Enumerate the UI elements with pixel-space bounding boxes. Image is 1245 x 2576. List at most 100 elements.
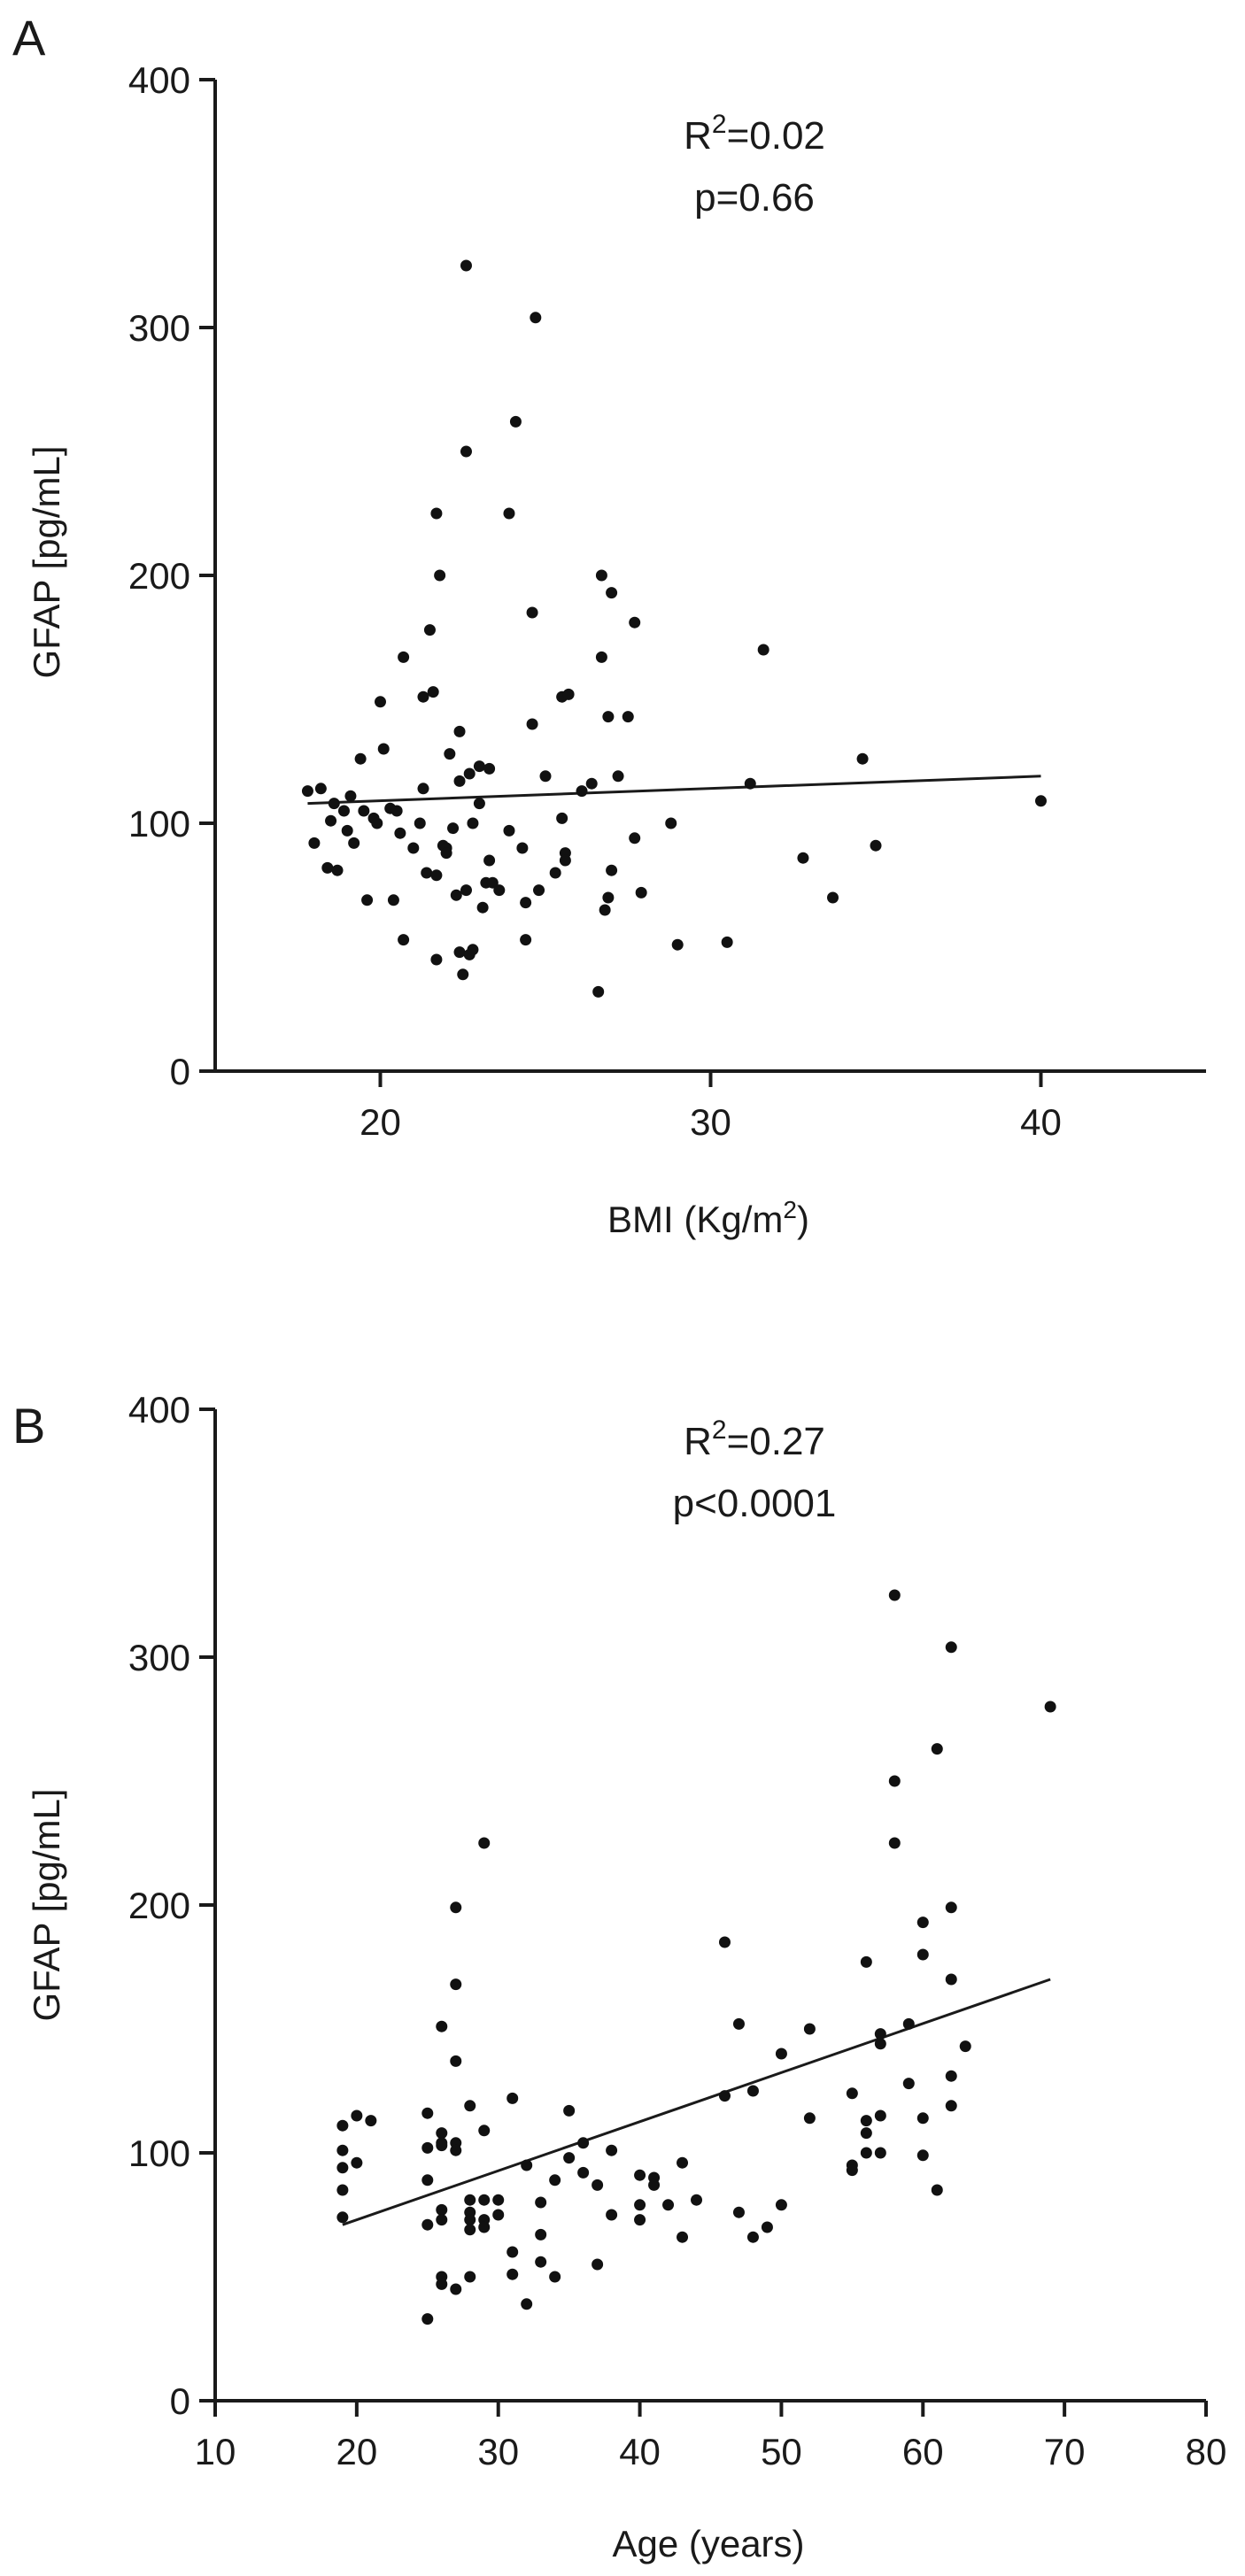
data-point-b — [577, 2137, 590, 2149]
x-axis-label-b: Age (years) — [612, 2523, 804, 2564]
data-point-a — [394, 827, 406, 839]
data-point-a — [460, 259, 472, 272]
data-point-b — [464, 2214, 476, 2226]
stat-annotation-p-b: p<0.0001 — [673, 1482, 837, 1525]
data-point-a — [520, 934, 532, 946]
data-point-b — [336, 2119, 349, 2132]
data-point-b — [421, 2218, 434, 2231]
data-point-b — [478, 2125, 491, 2137]
y-tick-label-a: 0 — [170, 1051, 190, 1092]
panel-label-a: A — [12, 10, 46, 66]
data-point-b — [606, 2144, 618, 2156]
data-point-a — [301, 785, 313, 798]
y-axis-label-a: GFAP [pg/mL] — [26, 445, 67, 678]
data-point-a — [493, 884, 506, 897]
data-point-b — [535, 2228, 547, 2241]
data-point-b — [803, 2023, 816, 2035]
data-point-a — [592, 985, 605, 998]
y-tick-label-b: 200 — [128, 1885, 190, 1926]
data-point-a — [308, 837, 321, 849]
panel-b: B GFAP [pg/mL] R2=0.27 p<0.0001 Age (yea… — [12, 1389, 1226, 2564]
data-point-b — [436, 2278, 448, 2290]
data-point-b — [577, 2166, 590, 2179]
data-point-a — [440, 847, 452, 860]
data-point-b — [874, 2028, 886, 2040]
data-point-a — [612, 770, 624, 783]
data-point-a — [530, 312, 542, 324]
data-point-a — [602, 891, 615, 904]
data-point-a — [325, 814, 337, 827]
data-point-a — [606, 864, 618, 876]
data-point-a — [629, 832, 641, 845]
data-point-b — [421, 2174, 434, 2187]
data-point-a — [354, 752, 367, 765]
data-point-a — [602, 711, 615, 723]
data-point-b — [478, 2194, 491, 2206]
data-point-b — [746, 2085, 759, 2097]
data-point-b — [549, 2174, 561, 2187]
x-tick-label-b: 70 — [1044, 2431, 1086, 2472]
data-point-b — [450, 2283, 462, 2295]
y-tick-label-a: 200 — [128, 555, 190, 597]
data-point-b — [677, 2156, 689, 2169]
data-point-a — [375, 696, 386, 708]
data-point-b — [860, 1955, 872, 1968]
data-point-a — [476, 901, 489, 914]
data-point-a — [457, 968, 469, 981]
data-point-a — [483, 854, 496, 867]
data-point-a — [516, 842, 529, 854]
data-point-a — [559, 854, 571, 867]
x-tick-label-a: 20 — [360, 1101, 401, 1143]
data-point-b — [421, 2107, 434, 2119]
data-point-b — [351, 2156, 363, 2169]
data-point-a — [417, 690, 429, 703]
data-point-a — [337, 805, 350, 817]
data-point-b — [945, 1973, 957, 1986]
data-point-b — [888, 1589, 901, 1601]
panel-label-b: B — [12, 1398, 45, 1454]
y-axis-label-b: GFAP [pg/mL] — [26, 1788, 67, 2021]
data-point-a — [595, 651, 607, 663]
data-point-b — [336, 2184, 349, 2196]
data-point-b — [1044, 1701, 1056, 1713]
data-point-b — [775, 2199, 787, 2211]
stat-annotation-r2-a: R2=0.02 — [684, 110, 825, 158]
data-point-b — [874, 2147, 886, 2159]
data-point-a — [417, 783, 429, 795]
data-point-b — [521, 2298, 533, 2310]
data-point-a — [595, 569, 607, 582]
data-point-a — [371, 817, 383, 829]
x-tick-label-b: 50 — [761, 2431, 802, 2472]
data-point-b — [436, 2203, 448, 2216]
data-point-b — [521, 2159, 533, 2171]
data-point-b — [606, 2209, 618, 2221]
data-point-b — [634, 2214, 646, 2226]
data-point-a — [562, 688, 575, 700]
regression-line-b — [342, 1978, 1051, 2226]
data-point-a — [414, 817, 426, 829]
data-point-a — [361, 894, 374, 906]
data-point-b — [478, 1837, 491, 1849]
data-point-b — [535, 2256, 547, 2268]
data-point-a — [856, 752, 869, 765]
data-point-a — [407, 842, 420, 854]
x-tick-label-b: 30 — [477, 2431, 519, 2472]
data-point-b — [336, 2162, 349, 2174]
x-tick-label-b: 80 — [1186, 2431, 1227, 2472]
y-tick-label-a: 300 — [128, 307, 190, 349]
data-point-b — [421, 2313, 434, 2325]
data-point-a — [503, 507, 515, 520]
data-point-b — [492, 2209, 505, 2221]
data-point-b — [874, 2109, 886, 2122]
data-point-a — [341, 824, 353, 837]
data-point-b — [860, 2115, 872, 2127]
data-point-b — [351, 2109, 363, 2122]
data-point-b — [507, 2268, 519, 2280]
data-point-b — [803, 2112, 816, 2125]
data-point-b — [436, 2140, 448, 2152]
data-point-b — [916, 1948, 929, 1961]
data-point-b — [634, 2169, 646, 2181]
data-point-b — [450, 2144, 462, 2156]
data-point-b — [916, 2112, 929, 2125]
